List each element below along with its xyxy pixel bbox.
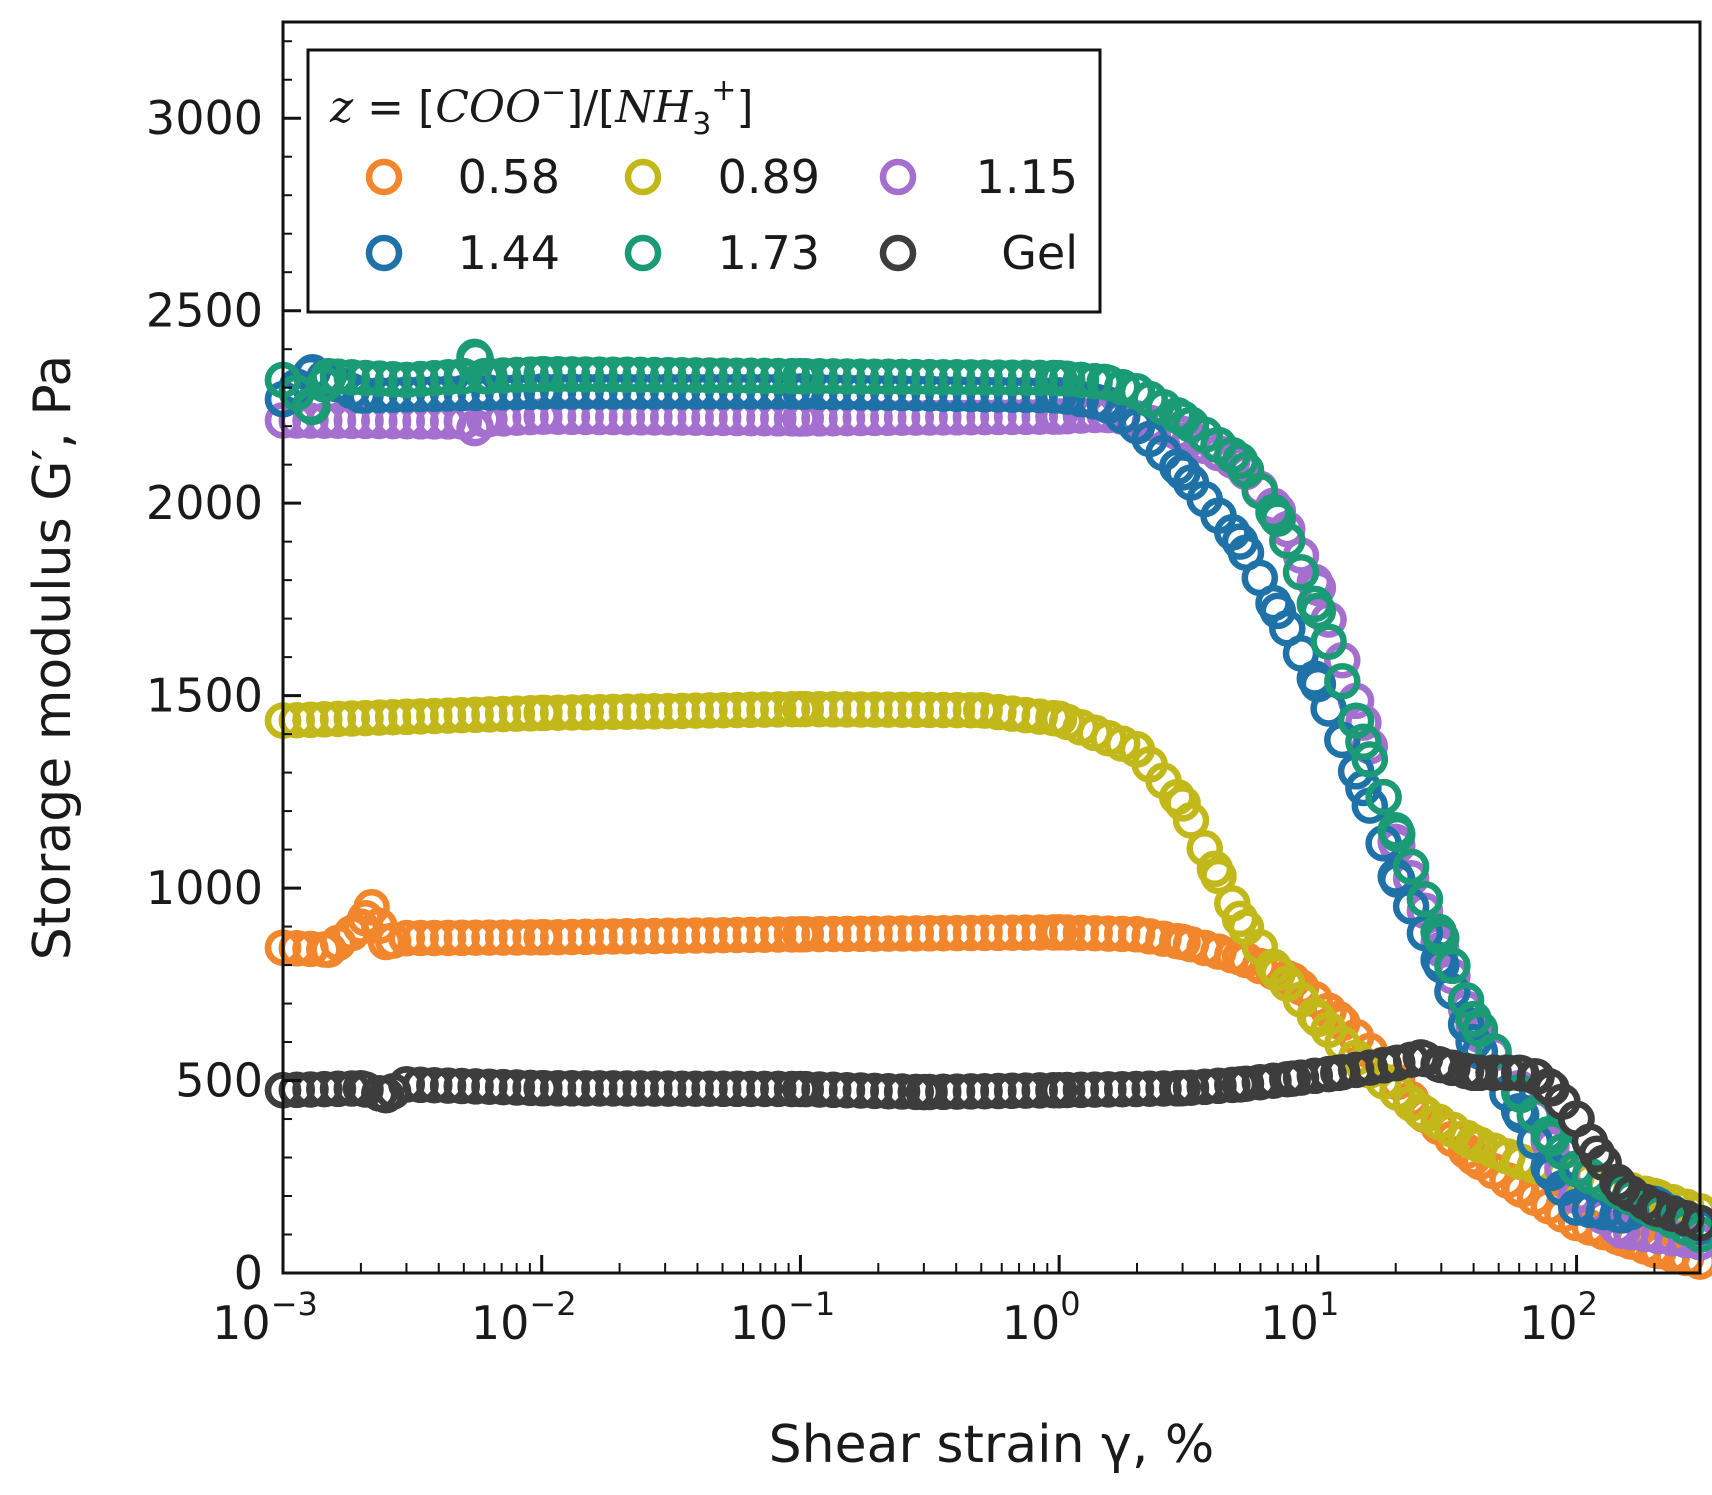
data-point	[1379, 815, 1416, 853]
data-point	[1434, 947, 1471, 985]
x-tick-label: 102	[1519, 1285, 1598, 1350]
y-axis-title: Storage modulus G′, Pa	[23, 355, 83, 961]
legend-label: 1.44	[458, 226, 560, 280]
series-1_44	[264, 354, 1712, 1246]
series-0_89	[264, 690, 1712, 1230]
data-points-layer	[264, 338, 1712, 1280]
data-point	[1365, 778, 1402, 816]
data-point	[1324, 662, 1361, 700]
legend-entry-0_89: 0.89	[624, 150, 820, 204]
legend-entry-Gel: Gel	[879, 226, 1078, 280]
data-point	[1406, 880, 1444, 918]
y-tick-label: 1000	[146, 861, 263, 915]
legend-label: Gel	[1001, 226, 1078, 280]
data-point	[1345, 723, 1382, 761]
plot-frame	[281, 20, 1702, 1275]
data-point	[1282, 553, 1320, 591]
data-point	[1269, 522, 1306, 559]
x-tick-label: 10−3	[212, 1285, 318, 1350]
legend-label: 1.15	[976, 150, 1078, 204]
legend-box	[306, 48, 1102, 314]
legend-marker	[879, 234, 917, 272]
legend: z = [COO−]/[NH3+] 0.58 0.89 1.15 1.44 1.73 Gel	[306, 48, 1102, 314]
x-tick-label: 10−2	[471, 1285, 577, 1350]
data-point	[1259, 500, 1297, 537]
y-tick-label: 0	[234, 1246, 263, 1300]
axes: 0 500 1000 1500 2000 2500 3000 10−3 10−2 10−1 100 1…	[23, 20, 1702, 1475]
x-tick-label: 101	[1260, 1285, 1339, 1350]
data-point	[1447, 981, 1485, 1019]
legend-marker	[624, 234, 662, 272]
y-tick-label: 500	[175, 1054, 263, 1108]
x-tick-label: 10−1	[730, 1285, 836, 1350]
legend-title: z = [COO−]/[NH3+]	[329, 73, 754, 142]
data-point	[1299, 1000, 1337, 1038]
data-point	[1172, 802, 1210, 839]
legend-marker	[624, 158, 662, 196]
y-tick-label: 2500	[146, 284, 263, 338]
series-Gel	[264, 1039, 1712, 1242]
series-1_73	[264, 338, 1712, 1253]
legend-label: 1.73	[718, 226, 820, 280]
legend-entry-0_58: 0.58	[365, 150, 560, 204]
x-tick-label: 100	[1002, 1285, 1081, 1350]
data-point	[429, 358, 467, 396]
legend-marker	[365, 158, 403, 196]
legend-marker	[879, 158, 917, 196]
y-tick-label: 1500	[146, 669, 263, 723]
data-point	[1299, 592, 1337, 630]
legend-entry-1_44: 1.44	[365, 226, 560, 280]
data-point	[1186, 830, 1223, 867]
legend-label: 0.58	[458, 150, 560, 204]
legend-marker	[365, 234, 403, 272]
legend-entry-1_15: 1.15	[879, 150, 1078, 204]
x-axis-title: Shear strain γ, %	[769, 1415, 1215, 1475]
series-1_15	[264, 396, 1712, 1261]
data-point	[1351, 741, 1389, 778]
data-point	[1392, 848, 1430, 885]
data-point	[1337, 702, 1375, 739]
legend-label: 0.89	[718, 150, 820, 204]
y-tick-label: 3000	[146, 91, 263, 145]
data-point	[353, 889, 390, 926]
data-point	[1200, 857, 1237, 895]
legend-entry-1_73: 1.73	[624, 226, 820, 280]
y-tick-label: 2000	[146, 476, 263, 530]
data-point	[1310, 623, 1347, 660]
